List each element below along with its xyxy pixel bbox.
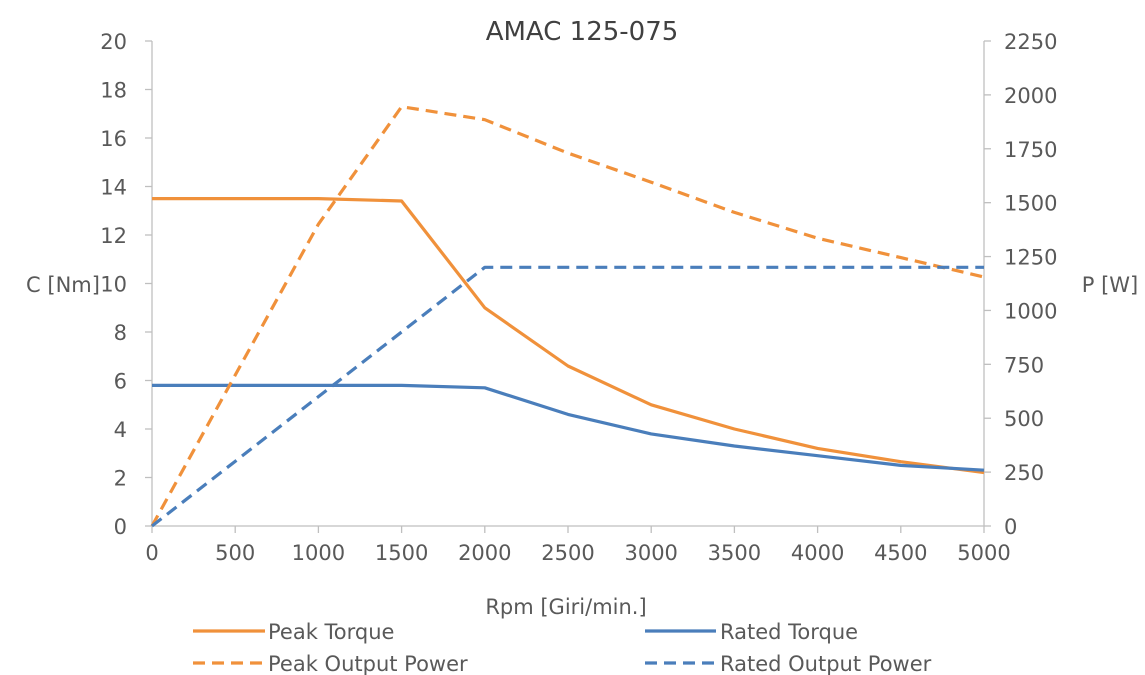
x-tick-label: 1000	[292, 541, 345, 565]
y-right-tick-label: 2000	[1004, 84, 1057, 108]
y-right-tick-label: 1750	[1004, 138, 1057, 162]
y-right-tick-label: 2250	[1004, 30, 1057, 54]
x-tick-label: 5000	[957, 541, 1010, 565]
x-tick-label: 2500	[541, 541, 594, 565]
y-left-tick-label: 0	[114, 515, 127, 539]
series-line-peak-output-power	[150, 105, 985, 527]
legend: Peak Torque Rated Torque Peak Output Power…	[193, 620, 932, 675]
series-line-rated-output-power	[151, 265, 984, 528]
x-tick-label: 1500	[375, 541, 428, 565]
y-right-tick-label: 1000	[1004, 299, 1057, 323]
x-tick-label: 4000	[791, 541, 844, 565]
legend-label-rated-output-power: Rated Output Power	[720, 652, 932, 675]
y-left-tick-label: 8	[114, 321, 127, 345]
y-right-axis-title: P [W]	[1082, 273, 1139, 297]
y-right-tick-label: 1250	[1004, 246, 1057, 270]
series-line-peak-torque	[152, 197, 985, 475]
y-left-tick-label: 18	[100, 79, 127, 103]
y-left-tick-label: 20	[100, 30, 127, 54]
x-tick-label: 3000	[624, 541, 677, 565]
series-line-rated-torque	[152, 383, 985, 472]
y-right-tick-label: 0	[1004, 515, 1017, 539]
y-left-tick-label: 14	[100, 176, 127, 200]
x-tick-label: 0	[145, 541, 158, 565]
y-left-tick-label: 16	[100, 127, 127, 151]
y-right-tick-label: 1500	[1004, 192, 1057, 216]
x-tick-label: 4500	[874, 541, 927, 565]
series-layer	[150, 105, 985, 528]
y-right-tick-label: 750	[1004, 353, 1044, 377]
y-left-tick-label: 12	[100, 224, 127, 248]
y-right-tick-label: 500	[1004, 407, 1044, 431]
x-axis-title: Rpm [Giri/min.]	[485, 595, 646, 619]
x-tick-label: 3500	[708, 541, 761, 565]
y-left-tick-label: 2	[114, 467, 127, 491]
y-left-tick-label: 10	[100, 273, 127, 297]
y-left-tick-label: 4	[114, 418, 127, 442]
x-tick-label: 500	[215, 541, 255, 565]
legend-label-peak-torque: Peak Torque	[268, 620, 394, 644]
y-right-tick-label: 250	[1004, 461, 1044, 485]
chart-title: AMAC 125-075	[486, 17, 679, 47]
y-left-tick-label: 6	[114, 370, 127, 394]
legend-label-rated-torque: Rated Torque	[720, 620, 858, 644]
x-tick-label: 2000	[458, 541, 511, 565]
legend-label-peak-output-power: Peak Output Power	[268, 652, 468, 675]
axes: 0 500 1000 1500 2000 2500 3000 3500 4000 4500 5000…	[100, 30, 1057, 565]
y-left-axis-title: C [Nm]	[26, 273, 100, 297]
